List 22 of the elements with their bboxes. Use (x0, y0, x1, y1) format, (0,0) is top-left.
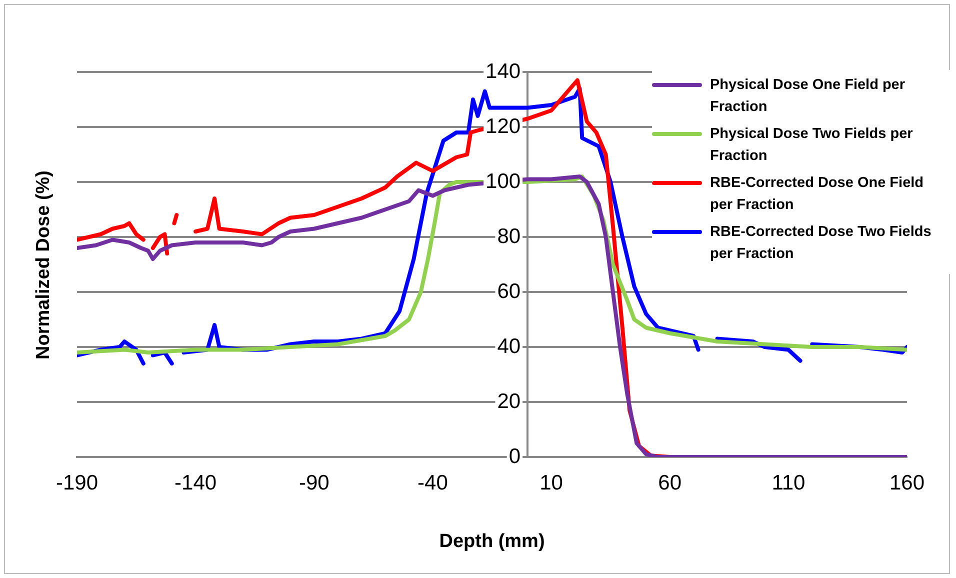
y-tick-label: 100 (486, 170, 521, 193)
x-tick-label: 110 (772, 471, 806, 494)
y-tick-label: 60 (497, 280, 521, 303)
x-tick-label: -90 (298, 471, 330, 494)
x-tick-label: 10 (540, 471, 563, 494)
y-tick-label: 20 (497, 390, 521, 413)
x-tick-label: 60 (658, 471, 682, 494)
legend-label: Physical Dose Two Fields per Fraction (710, 125, 914, 166)
x-tick-label: -190 (56, 471, 98, 494)
y-tick-label: 40 (497, 334, 521, 358)
y-tick-label: 0 (508, 444, 521, 468)
y-tick-label: 140 (486, 60, 521, 83)
x-tick-label: 160 (889, 471, 925, 494)
y-tick-label: 120 (486, 114, 521, 138)
legend-label: RBE-Corrected Dose One Field per Fraction (710, 174, 925, 215)
x-axis-title: Depth (mm) (439, 530, 545, 552)
y-axis-title: Normalized Dose (%) (33, 170, 55, 360)
legend-label: Physical Dose One Field per Fraction (710, 76, 906, 117)
x-tick-label: -40 (418, 471, 448, 494)
x-tick-label: -140 (174, 471, 217, 494)
legend-label: RBE-Corrected Dose Two Fields per Fraction (710, 223, 932, 264)
y-tick-label: 80 (497, 224, 521, 248)
